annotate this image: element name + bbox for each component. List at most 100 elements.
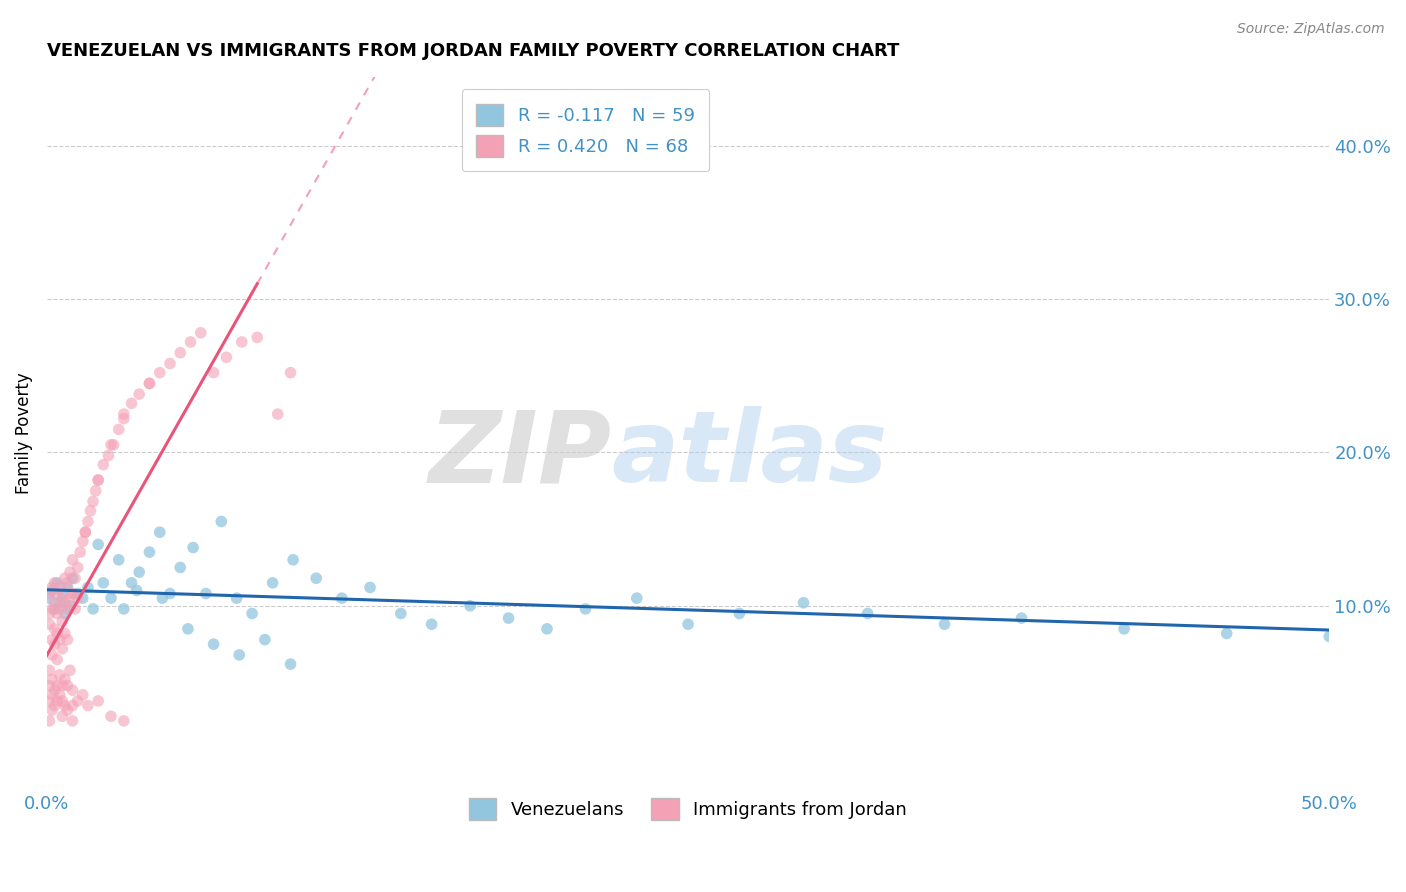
Point (56, 602, 79, 616)
Point (72, 688, 94, 702)
Point (51, 709, 73, 723)
Point (209, 515, 232, 529)
Point (59, 591, 82, 606)
Point (62, 683, 84, 698)
Point (934, 617, 956, 632)
Y-axis label: Family Poverty: Family Poverty (15, 372, 32, 494)
Point (112, 714, 135, 728)
Point (626, 591, 648, 606)
Point (66, 560, 89, 574)
Point (281, 553, 304, 567)
Point (228, 648, 250, 662)
Point (53, 626, 76, 640)
Text: atlas: atlas (612, 406, 887, 503)
Point (107, 422, 129, 436)
Point (51, 591, 73, 606)
Point (180, 334, 202, 349)
Point (536, 622, 558, 636)
Point (150, 591, 173, 606)
Point (159, 586, 181, 600)
Point (48, 581, 70, 595)
Point (62, 553, 84, 567)
Point (46, 694, 69, 708)
Text: VENEZUELAN VS IMMIGRANTS FROM JORDAN FAMILY POVERTY CORRELATION CHART: VENEZUELAN VS IMMIGRANTS FROM JORDAN FAM… (46, 42, 900, 60)
Point (138, 376, 160, 391)
Point (169, 560, 191, 574)
Point (66, 591, 89, 606)
Point (330, 591, 353, 606)
Point (87, 537, 110, 551)
Point (38, 607, 60, 621)
Point (66, 586, 89, 600)
Point (77, 581, 100, 595)
Point (62, 586, 84, 600)
Point (1317, 630, 1340, 644)
Point (38, 663, 60, 677)
Point (48, 632, 70, 647)
Point (44, 575, 66, 590)
Point (53, 571, 76, 585)
Point (107, 553, 129, 567)
Point (138, 545, 160, 559)
Point (458, 599, 481, 613)
Point (87, 473, 110, 487)
Text: ZIP: ZIP (429, 406, 612, 503)
Point (87, 694, 110, 708)
Point (38, 679, 60, 693)
Point (51, 586, 73, 600)
Point (44, 637, 66, 651)
Text: Source: ZipAtlas.com: Source: ZipAtlas.com (1237, 22, 1385, 37)
Point (574, 602, 596, 616)
Point (69, 545, 91, 559)
Point (149, 366, 172, 380)
Point (41, 648, 63, 662)
Point (48, 688, 70, 702)
Point (91, 575, 114, 590)
Point (84, 483, 107, 498)
Point (46, 607, 69, 621)
Point (100, 709, 122, 723)
Point (72, 534, 94, 549)
Point (1215, 626, 1237, 640)
Point (41, 673, 63, 687)
Point (41, 602, 63, 616)
Point (91, 458, 114, 472)
Point (56, 632, 79, 647)
Point (177, 622, 200, 636)
Point (56, 703, 79, 717)
Point (46, 626, 69, 640)
Point (48, 602, 70, 616)
Point (728, 607, 751, 621)
Point (41, 583, 63, 598)
Point (246, 330, 269, 344)
Point (202, 637, 225, 651)
Point (181, 541, 204, 555)
Point (280, 657, 302, 672)
Point (51, 679, 73, 693)
Point (51, 694, 73, 708)
Legend: Venezuelans, Immigrants from Jordan: Venezuelans, Immigrants from Jordan (456, 783, 921, 834)
Point (202, 366, 225, 380)
Point (112, 602, 135, 616)
Point (82, 494, 104, 508)
Point (72, 591, 94, 606)
Point (190, 326, 212, 340)
Point (1112, 622, 1135, 636)
Point (103, 438, 125, 452)
Point (44, 683, 66, 698)
Point (125, 583, 148, 598)
Point (280, 366, 302, 380)
Point (121, 396, 143, 410)
Point (41, 688, 63, 702)
Point (75, 525, 97, 540)
Point (62, 698, 84, 713)
Point (128, 565, 150, 579)
Point (194, 586, 217, 600)
Point (253, 632, 276, 647)
Point (1011, 611, 1033, 625)
Point (420, 617, 443, 632)
Point (53, 698, 76, 713)
Point (48, 596, 70, 610)
Point (46, 679, 69, 693)
Point (169, 345, 191, 359)
